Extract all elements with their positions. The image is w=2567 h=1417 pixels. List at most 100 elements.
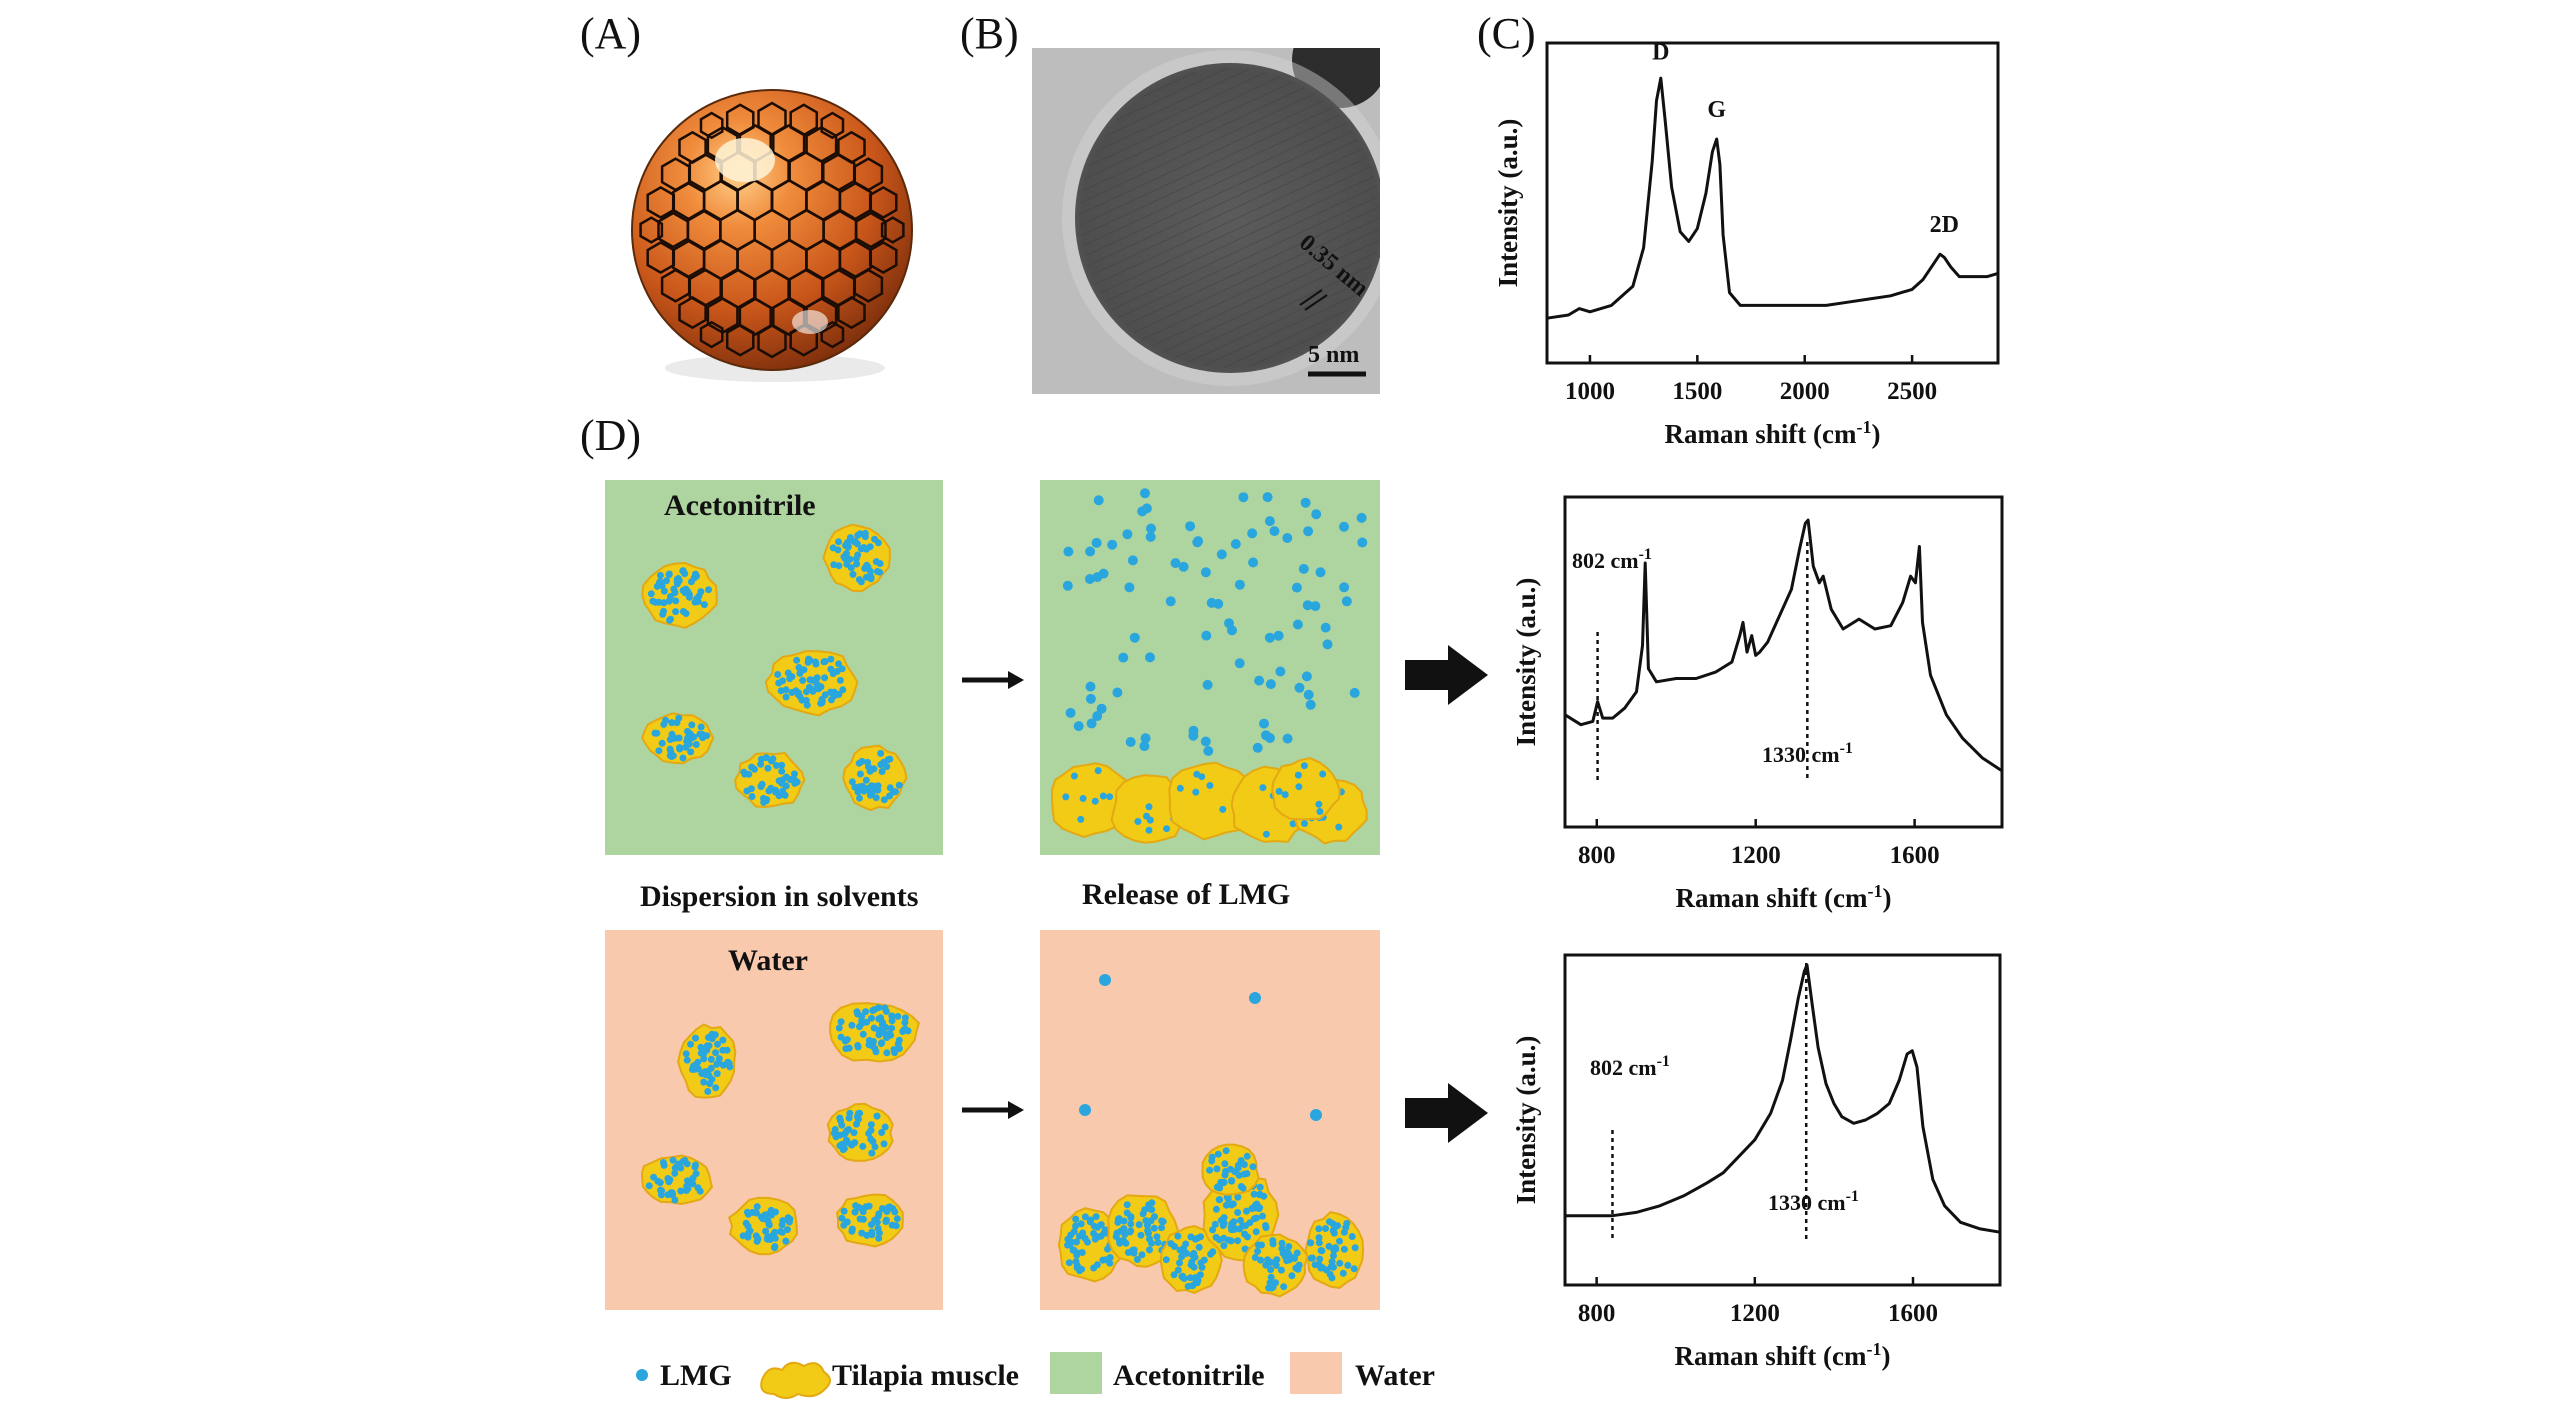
lmg-dot	[705, 1042, 713, 1050]
lmg-dot	[1127, 1213, 1135, 1221]
lmg-dot	[1339, 1269, 1347, 1277]
lmg-dot	[1203, 746, 1214, 756]
lmg-dot	[696, 1187, 704, 1195]
scale-bar-label: 5 nm	[1308, 342, 1359, 368]
lmg-dot	[753, 1209, 760, 1217]
lmg-dot	[739, 1232, 747, 1240]
lmg-dot	[1244, 1233, 1251, 1241]
lmg-dot	[667, 593, 674, 600]
muscle-particle	[1201, 1143, 1260, 1196]
lmg-dot	[838, 1214, 846, 1222]
lmg-dot	[1294, 682, 1305, 693]
lmg-dot	[1300, 762, 1308, 770]
lmg-dot	[1139, 741, 1150, 752]
lmg-dot	[867, 1135, 875, 1143]
lmg-dot	[689, 1180, 697, 1188]
lmg-dot	[1134, 818, 1142, 825]
lmg-dot	[1138, 1251, 1146, 1259]
lmg-dot	[796, 669, 804, 677]
lmg-dot	[1085, 693, 1096, 704]
lmg-dot	[656, 571, 664, 579]
lmg-dot	[1285, 1243, 1293, 1250]
lmg-dot	[691, 598, 699, 606]
lmg-dot	[1090, 1229, 1098, 1237]
lmg-dot	[1301, 671, 1312, 682]
lmg-dot	[1256, 1183, 1264, 1191]
lmg-dot	[1212, 1205, 1220, 1213]
lmg-dot	[1158, 1217, 1166, 1225]
lmg-dot	[1240, 1170, 1248, 1178]
lmg-dot	[839, 1146, 847, 1154]
lmg-dot	[1144, 1227, 1152, 1235]
muscle-particle	[829, 1002, 921, 1063]
lmg-dot	[1348, 1233, 1356, 1240]
lmg-dot	[1298, 563, 1309, 574]
lmg-dot	[840, 553, 848, 561]
lmg-dot	[714, 1040, 721, 1048]
lmg-dot	[1278, 1239, 1286, 1247]
lmg-dot	[1145, 826, 1153, 834]
lmg-dot	[1318, 1247, 1326, 1255]
series-line	[1565, 963, 2001, 1234]
x-tick-label: 2000	[1780, 378, 1830, 405]
dispersion-caption: Dispersion in solvents	[640, 880, 918, 913]
lmg-dot	[1197, 1259, 1205, 1267]
lmg-dot	[1145, 652, 1155, 663]
lmg-dot	[855, 576, 863, 584]
lmg-dot	[1237, 1216, 1244, 1224]
lmg-dot	[1145, 531, 1156, 542]
muscle-particle	[640, 1154, 713, 1206]
lmg-dot	[1269, 1237, 1277, 1245]
lmg-dot	[687, 748, 695, 756]
lmg-dot	[835, 538, 842, 546]
lmg-dot	[1221, 1171, 1229, 1179]
lmg-dot	[1269, 1283, 1277, 1291]
lmg-dot	[1234, 1193, 1242, 1201]
lmg-dot	[1086, 718, 1097, 729]
x-tick-label: 800	[1578, 842, 1616, 869]
peak-label: D	[1652, 39, 1669, 65]
hexagon-cell	[772, 297, 806, 336]
lmg-dot	[1252, 1228, 1260, 1236]
lmg-dot	[889, 1205, 897, 1213]
lmg-dot	[684, 734, 692, 742]
lmg-dot	[878, 1129, 886, 1136]
lmg-dot	[1259, 718, 1269, 729]
lmg-dot	[1341, 596, 1352, 607]
lmg-dot	[870, 785, 878, 793]
lmg-dot	[1187, 1261, 1195, 1269]
lmg-dot	[1280, 1283, 1288, 1291]
lmg-dot	[1102, 1256, 1110, 1264]
lmg-dot	[660, 607, 667, 615]
lmg-dot	[1325, 1242, 1333, 1250]
lmg-dot	[1252, 742, 1263, 753]
lmg-dot	[673, 575, 681, 583]
lmg-dot	[1259, 1212, 1266, 1220]
lmg-dot	[873, 1218, 881, 1226]
lmg-dot	[1200, 567, 1211, 578]
lmg-dot	[1295, 1261, 1303, 1269]
release-caption: Release of LMG	[1082, 878, 1290, 911]
lmg-dot	[778, 767, 786, 775]
lmg-dot	[1171, 1243, 1178, 1250]
lmg-dot	[840, 1130, 848, 1138]
lmg-dot	[851, 1208, 859, 1216]
lmg-dot	[1302, 600, 1313, 611]
lmg-dot	[786, 675, 794, 683]
lmg-dot	[1357, 537, 1368, 548]
lmg-dot	[855, 759, 863, 767]
lmg-dot	[1243, 1207, 1251, 1215]
lmg-dot	[771, 1244, 778, 1252]
lmg-dot	[1135, 1221, 1143, 1229]
lmg-dot	[1239, 1184, 1247, 1192]
lmg-dot	[743, 1208, 751, 1216]
lmg-dot	[705, 1034, 712, 1041]
lmg-dot	[1234, 579, 1245, 590]
lmg-dot	[1303, 526, 1314, 537]
lmg-dot	[858, 1017, 866, 1025]
lmg-dot	[841, 1037, 849, 1045]
lmg-dot	[1099, 792, 1107, 800]
lmg-dot	[1315, 567, 1326, 578]
lmg-dot	[1143, 812, 1150, 820]
series-line	[1546, 76, 1999, 320]
